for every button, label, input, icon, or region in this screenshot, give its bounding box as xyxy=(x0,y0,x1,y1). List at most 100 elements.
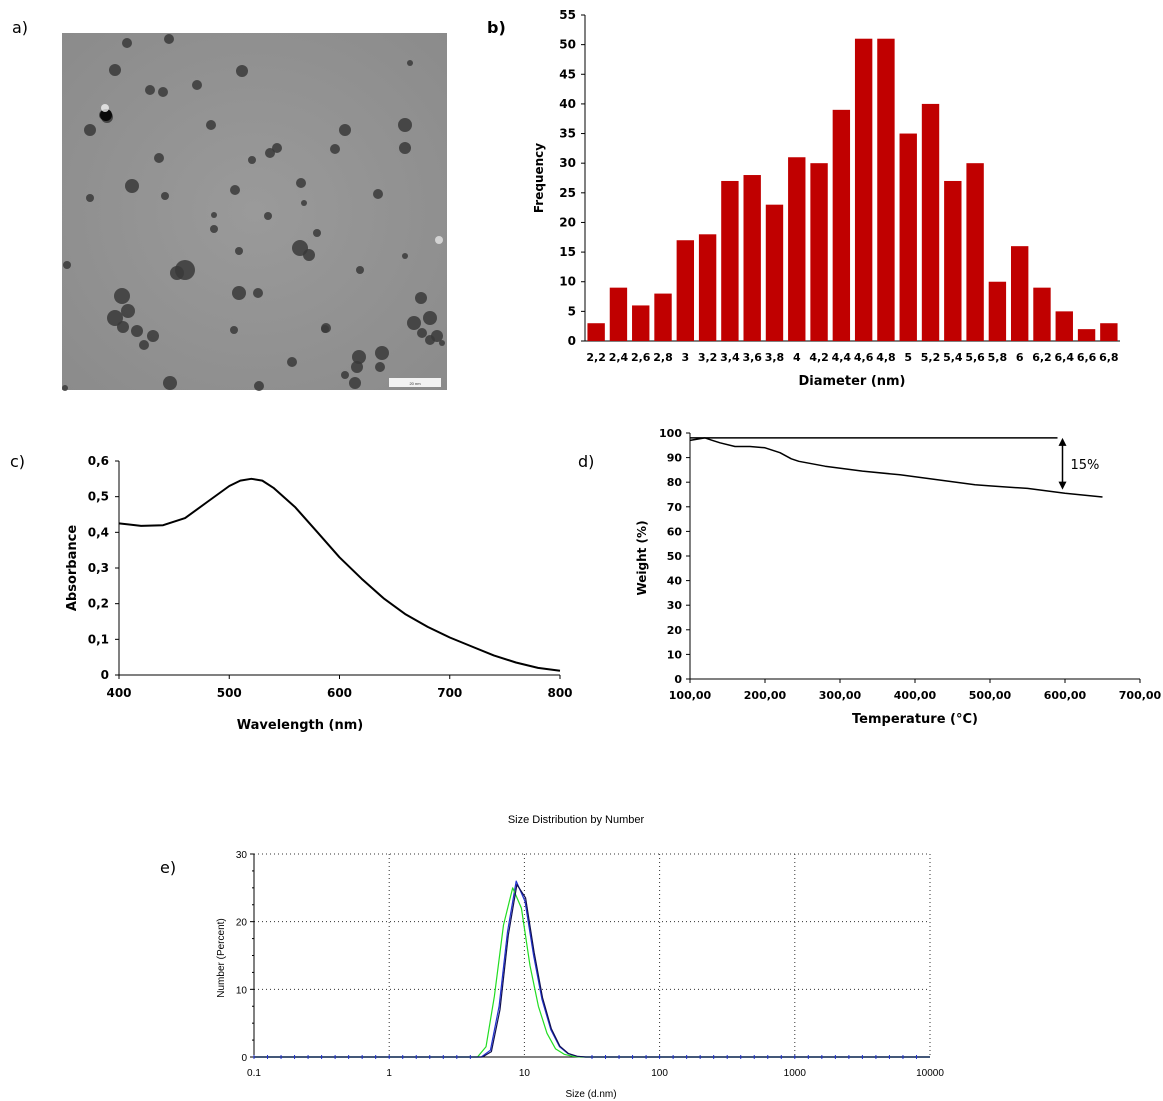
chart-c-xtick-label: 700 xyxy=(437,686,462,700)
chart-e-xtick-label: 1 xyxy=(386,1068,392,1079)
chart-b-bar xyxy=(966,163,984,341)
nanoparticle xyxy=(417,328,427,338)
chart-d-series-line xyxy=(689,437,1103,498)
chart-b-ytick-label: 40 xyxy=(559,97,576,111)
chart-e-plot-area xyxy=(254,854,930,1057)
nanoparticle xyxy=(402,253,408,259)
nanoparticle xyxy=(407,316,421,330)
chart-b-ytick-label: 35 xyxy=(559,127,576,141)
nanoparticle xyxy=(114,288,130,304)
chart-b-bar xyxy=(676,240,695,341)
chart-b-bar xyxy=(632,305,650,341)
nanoparticle xyxy=(145,85,155,95)
chart-b-bar xyxy=(832,109,851,341)
chart-c-series-line xyxy=(118,477,561,672)
nanoparticle xyxy=(351,361,363,373)
chart-d-ytick-label: 20 xyxy=(667,624,683,637)
chart-b-ytick-label: 5 xyxy=(568,304,576,318)
chart-b-xtick-label: 2,8 xyxy=(653,351,673,364)
chart-b-xtick-label: 4,4 xyxy=(832,351,852,364)
panel-label-b: b) xyxy=(487,18,506,37)
chart-b-bar xyxy=(944,180,962,341)
chart-e-ytick-label: 30 xyxy=(236,850,248,861)
chart-b-xtick-label: 3,6 xyxy=(742,351,762,364)
chart-d-tga: 0 10 20 30 40 50 60 70 80 90 100 100,00 200,00 300,00… xyxy=(635,427,1162,727)
chart-d-ytick-label: 100 xyxy=(659,427,682,440)
chart-d-ytick-label: 50 xyxy=(667,550,683,563)
nanoparticle xyxy=(341,371,349,379)
nanoparticle xyxy=(301,200,307,206)
chart-b-bar xyxy=(988,281,1007,341)
chart-d-xtick-label: 300,00 xyxy=(819,689,862,702)
chart-b-xtick-label: 3,8 xyxy=(765,351,785,364)
nanoparticle xyxy=(321,325,329,333)
nanoparticle xyxy=(158,87,168,97)
nanoparticle xyxy=(254,381,264,391)
chart-e-xtick-label: 1000 xyxy=(784,1068,807,1079)
chart-c-xtick-label: 400 xyxy=(106,686,131,700)
chart-b-xtick-label: 4,8 xyxy=(876,351,896,364)
nanoparticle xyxy=(303,249,315,261)
chart-b-bar xyxy=(1077,329,1096,341)
nanoparticle xyxy=(62,385,68,391)
chart-e-xlabel: Size (d.nm) xyxy=(565,1089,616,1100)
nanoparticle xyxy=(211,212,217,218)
nanoparticle xyxy=(253,288,263,298)
chart-b-bar xyxy=(877,38,895,341)
chart-d-ytick-label: 30 xyxy=(667,599,683,612)
nanoparticle xyxy=(375,346,389,360)
nanoparticle xyxy=(107,310,123,326)
particle-highlight xyxy=(435,236,443,244)
chart-d-annotation-label: 15% xyxy=(1071,458,1100,473)
nanoparticle xyxy=(375,362,385,372)
nanoparticle xyxy=(398,118,412,132)
chart-e-series-line xyxy=(254,883,930,1058)
chart-b-ytick-label: 15 xyxy=(559,245,576,259)
nanoparticle xyxy=(352,350,366,364)
chart-b-xtick-label: 5,6 xyxy=(965,351,985,364)
chart-b-ytick-label: 25 xyxy=(559,186,576,200)
chart-d-ytick-label: 80 xyxy=(667,476,683,489)
particle-highlight xyxy=(101,104,109,112)
chart-e-ytick-label: 0 xyxy=(241,1053,247,1064)
chart-b-xtick-label: 4,2 xyxy=(809,351,829,364)
nanoparticle xyxy=(125,179,139,193)
chart-b-bar xyxy=(1100,323,1118,341)
chart-b-bar xyxy=(721,180,739,341)
chart-d-ytick-label: 10 xyxy=(667,648,683,661)
nanoparticle xyxy=(407,60,413,66)
chart-d-xtick-label: 500,00 xyxy=(969,689,1012,702)
chart-b-xtick-label: 4,6 xyxy=(854,351,874,364)
chart-b-xtick-label: 4 xyxy=(793,351,801,364)
chart-b-ytick-label: 45 xyxy=(559,67,576,81)
chart-b-bar xyxy=(743,175,761,341)
nanoparticle xyxy=(232,286,246,300)
chart-b-bar xyxy=(1033,287,1051,341)
chart-d-xtick-label: 200,00 xyxy=(744,689,787,702)
nanoparticle xyxy=(296,178,306,188)
chart-b-xtick-label: 3 xyxy=(681,351,689,364)
chart-e-series-line xyxy=(254,887,930,1058)
nanoparticles xyxy=(62,34,445,391)
chart-b-xlabel: Diameter (nm) xyxy=(798,374,905,389)
chart-b-bar xyxy=(765,204,784,341)
nanoparticle xyxy=(264,212,272,220)
nanoparticle xyxy=(117,321,129,333)
chart-e-xtick-label: 10000 xyxy=(916,1068,944,1079)
chart-e-title: Size Distribution by Number xyxy=(508,814,645,826)
nanoparticle xyxy=(373,189,383,199)
chart-c-ytick-label: 0,4 xyxy=(88,525,109,539)
nanoparticle xyxy=(339,124,351,136)
chart-b-xtick-label: 6,2 xyxy=(1032,351,1052,364)
chart-b-ytick-label: 50 xyxy=(559,38,576,52)
chart-e-xtick-label: 100 xyxy=(651,1068,668,1079)
chart-b-bar xyxy=(587,323,605,341)
chart-d-arrow-head-up xyxy=(1058,437,1067,446)
nanoparticle xyxy=(131,325,143,337)
nanoparticle xyxy=(63,261,71,269)
chart-d-xtick-label: 100,00 xyxy=(669,689,712,702)
chart-c-ytick-label: 0 xyxy=(101,668,109,682)
tem-micrograph: 20 nm xyxy=(62,33,447,391)
nanoparticle xyxy=(100,109,112,121)
chart-c-ytick-label: 0,6 xyxy=(88,454,109,468)
